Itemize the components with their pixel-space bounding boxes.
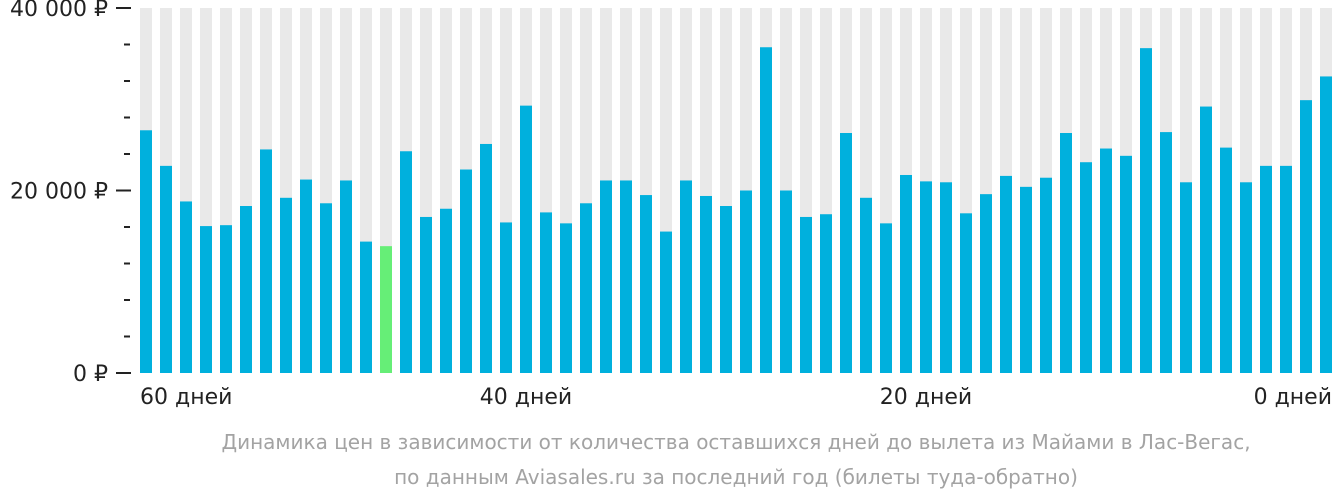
bar-33[interactable] xyxy=(800,216,812,373)
bar-14[interactable] xyxy=(420,216,432,373)
bar-34[interactable] xyxy=(820,214,832,373)
bar-53[interactable] xyxy=(1200,106,1212,374)
bar-54[interactable] xyxy=(1220,147,1232,373)
price-bars xyxy=(140,47,1332,374)
bar-9[interactable] xyxy=(320,203,332,373)
price-dynamics-chart: 0 ₽ 20 000 ₽ 40 000 ₽ 60 дней 40 дней 20 дне… xyxy=(10,0,1332,410)
bar-57[interactable] xyxy=(1280,165,1292,373)
bar-41[interactable] xyxy=(960,213,972,373)
bar-15[interactable] xyxy=(440,208,452,373)
bar-56[interactable] xyxy=(1260,165,1272,373)
bar-28[interactable] xyxy=(700,195,712,373)
chart-caption-line-2: по данным Aviasales.ru за последний год … xyxy=(394,465,1078,489)
bar-17[interactable] xyxy=(480,143,492,373)
bar-5[interactable] xyxy=(240,206,252,373)
bar-0[interactable] xyxy=(140,130,152,373)
bar-55[interactable] xyxy=(1240,182,1252,373)
y-tick-label-0: 0 ₽ xyxy=(73,362,108,387)
bar-cheapest-12[interactable] xyxy=(380,246,392,373)
x-tick-label-1: 40 дней xyxy=(480,385,572,410)
bar-18[interactable] xyxy=(500,222,512,373)
bar-47[interactable] xyxy=(1080,162,1092,373)
x-axis: 60 дней 40 дней 20 дней 0 дней xyxy=(140,385,1332,410)
bar-23[interactable] xyxy=(600,180,612,373)
chart-caption-line-1: Динамика цен в зависимости от количества… xyxy=(221,430,1251,454)
bar-1[interactable] xyxy=(160,165,172,373)
bar-39[interactable] xyxy=(920,181,932,373)
column-backgrounds xyxy=(140,8,1332,373)
bar-6[interactable] xyxy=(260,149,272,373)
bar-27[interactable] xyxy=(680,180,692,373)
bar-29[interactable] xyxy=(720,206,732,373)
x-tick-label-0: 60 дней xyxy=(140,385,232,410)
bar-46[interactable] xyxy=(1060,133,1072,373)
bar-48[interactable] xyxy=(1100,148,1112,373)
y-tick-label-1: 20 000 ₽ xyxy=(10,180,108,205)
bar-3[interactable] xyxy=(200,226,212,373)
bar-30[interactable] xyxy=(740,190,752,374)
bar-50[interactable] xyxy=(1140,48,1152,374)
bar-51[interactable] xyxy=(1160,132,1172,373)
bar-58[interactable] xyxy=(1300,100,1312,373)
bar-26[interactable] xyxy=(660,231,672,373)
x-tick-label-2: 20 дней xyxy=(880,385,972,410)
bar-37[interactable] xyxy=(880,223,892,373)
bar-43[interactable] xyxy=(1000,175,1012,373)
bar-31[interactable] xyxy=(760,47,772,374)
bar-40[interactable] xyxy=(940,182,952,373)
bar-11[interactable] xyxy=(360,241,372,373)
bar-36[interactable] xyxy=(860,197,872,373)
bar-16[interactable] xyxy=(460,169,472,373)
bar-25[interactable] xyxy=(640,195,652,373)
bar-45[interactable] xyxy=(1040,177,1052,373)
bar-21[interactable] xyxy=(560,223,572,373)
bar-24[interactable] xyxy=(620,180,632,373)
bar-49[interactable] xyxy=(1120,155,1132,373)
bar-38[interactable] xyxy=(900,174,912,373)
bar-35[interactable] xyxy=(840,133,852,373)
bar-32[interactable] xyxy=(780,190,792,374)
bar-8[interactable] xyxy=(300,179,312,373)
bar-10[interactable] xyxy=(340,180,352,373)
x-tick-label-3: 0 дней xyxy=(1254,385,1332,410)
bar-7[interactable] xyxy=(280,197,292,373)
bar-52[interactable] xyxy=(1180,182,1192,373)
bar-22[interactable] xyxy=(580,203,592,373)
bar-4[interactable] xyxy=(220,225,232,373)
y-tick-label-2: 40 000 ₽ xyxy=(10,0,108,22)
bar-44[interactable] xyxy=(1020,186,1032,373)
y-axis: 0 ₽ 20 000 ₽ 40 000 ₽ xyxy=(10,0,131,387)
bar-20[interactable] xyxy=(540,212,552,373)
bar-19[interactable] xyxy=(520,105,532,373)
bar-13[interactable] xyxy=(400,151,412,373)
bar-2[interactable] xyxy=(180,201,192,373)
bar-42[interactable] xyxy=(980,194,992,373)
bar-59[interactable] xyxy=(1320,76,1332,373)
